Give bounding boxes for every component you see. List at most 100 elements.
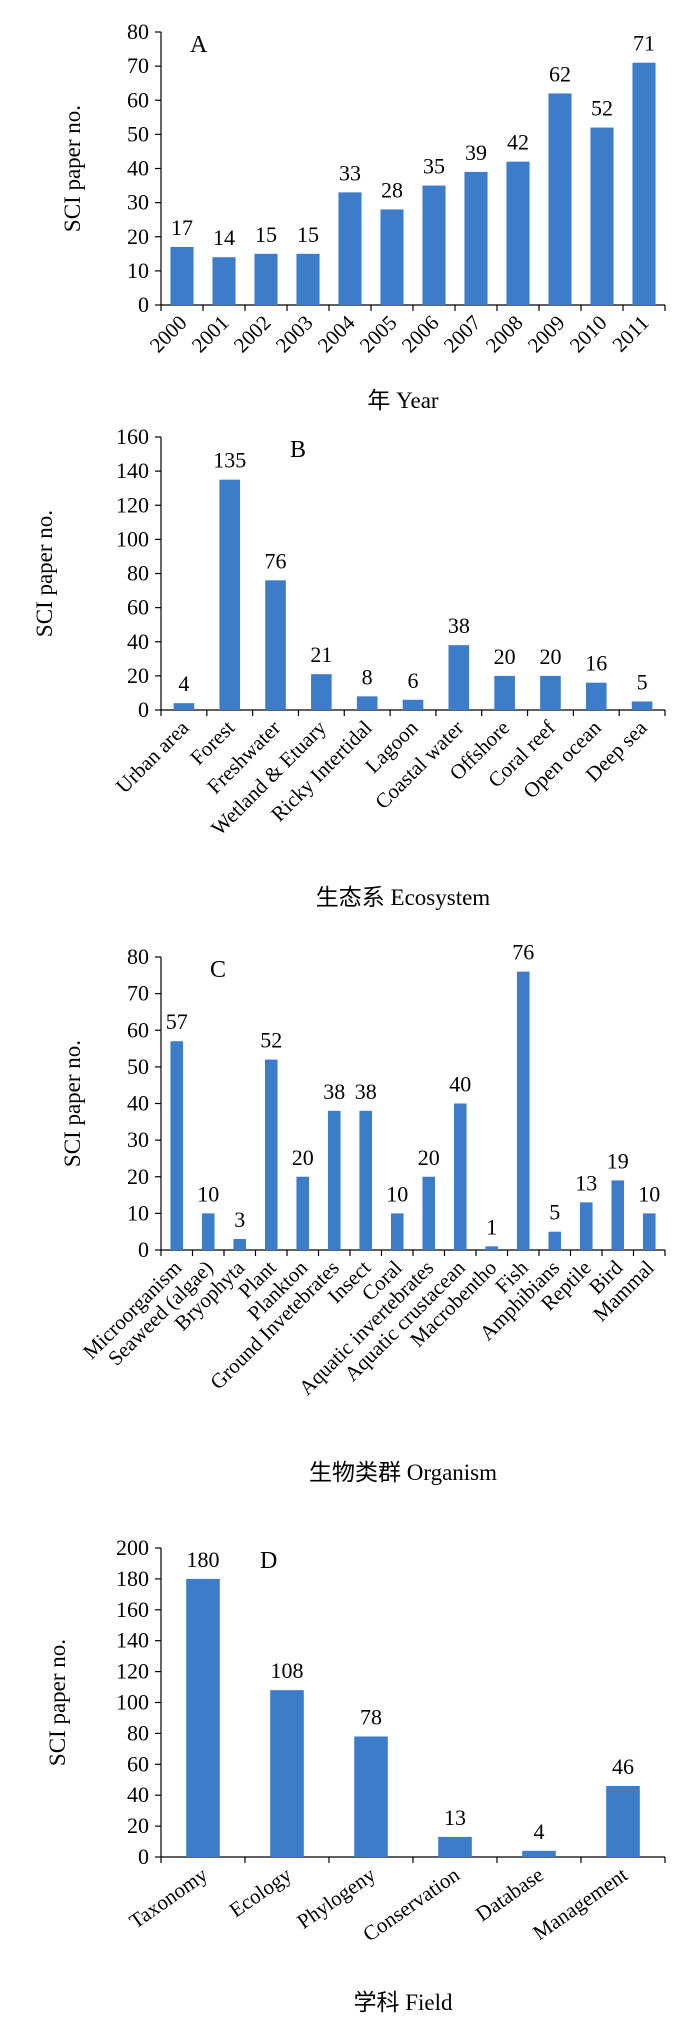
y-tick-label: 40 <box>127 629 149 654</box>
bar <box>494 675 515 710</box>
data-label: 52 <box>591 96 613 121</box>
data-label: 10 <box>386 1181 408 1206</box>
bar <box>585 682 607 710</box>
x-tick-label: 2007 <box>439 311 486 358</box>
y-tick-label: 20 <box>127 1813 149 1838</box>
data-label: 10 <box>638 1181 660 1206</box>
x-tick-label: 2002 <box>229 311 276 358</box>
y-tick-label: 120 <box>116 1659 149 1684</box>
data-label: 15 <box>255 222 277 247</box>
bar <box>170 1041 184 1250</box>
x-tick-label: 2003 <box>271 311 318 358</box>
y-tick-label: 160 <box>116 1597 149 1622</box>
bar <box>516 971 530 1250</box>
data-label: 35 <box>423 154 445 179</box>
y-tick-label: 180 <box>116 1566 149 1591</box>
data-label: 5 <box>637 669 648 694</box>
data-label: 39 <box>465 140 487 165</box>
y-tick-label: 20 <box>127 224 149 249</box>
data-label: 42 <box>507 130 529 155</box>
y-tick-label: 40 <box>127 1091 149 1116</box>
chart-panel-c: 0102030405060708057Microorganism10Seawee… <box>60 940 666 1485</box>
data-label: 14 <box>213 225 235 250</box>
y-tick-label: 80 <box>127 19 149 44</box>
data-label: 19 <box>607 1148 629 1173</box>
bar <box>448 645 470 710</box>
bar <box>464 171 488 305</box>
bar <box>233 1239 247 1250</box>
data-label: 180 <box>187 1547 220 1572</box>
x-axis-label: 学科 Field <box>353 1990 453 2015</box>
data-label: 57 <box>166 1009 188 1034</box>
x-tick-label: 2005 <box>355 311 402 358</box>
data-label: 52 <box>260 1028 282 1053</box>
y-tick-label: 60 <box>127 1751 149 1776</box>
y-tick-label: 60 <box>127 1017 149 1042</box>
y-tick-label: 30 <box>127 190 149 215</box>
data-label: 13 <box>444 1805 466 1830</box>
data-label: 1 <box>486 1214 497 1239</box>
x-tick-label: 2008 <box>481 311 528 358</box>
bar <box>264 1059 278 1250</box>
y-tick-label: 60 <box>127 595 149 620</box>
data-label: 16 <box>585 651 607 676</box>
bar <box>270 1690 304 1857</box>
bar <box>173 703 195 710</box>
data-label: 38 <box>355 1079 377 1104</box>
bar <box>506 161 530 305</box>
data-label: 17 <box>171 215 193 240</box>
x-tick-label: 2001 <box>187 311 234 358</box>
panel-letter: D <box>260 1548 277 1574</box>
chart-panel-d: 0 20 40 60 80 100 120 140 160 180 200 180 Taxonomy 10… <box>45 1535 666 2015</box>
chart-panel-a: 0 10 20 30 40 50 60 70 80 17 2000 14 2001 15 2002 15 200… <box>60 19 666 413</box>
x-tick-label: 2004 <box>313 310 360 357</box>
bar <box>579 1202 593 1250</box>
x-tick-label: Management <box>528 1862 632 1945</box>
panel-letter: C <box>210 957 226 983</box>
data-label: 20 <box>418 1145 440 1170</box>
bar <box>186 1578 220 1857</box>
bar <box>606 1785 640 1857</box>
data-label: 78 <box>360 1704 382 1729</box>
y-axis-label: SCI paper no. <box>45 1639 70 1766</box>
data-label: 6 <box>408 668 419 693</box>
bar <box>642 1213 656 1250</box>
y-tick-label: 200 <box>116 1535 149 1560</box>
data-label: 28 <box>381 177 403 202</box>
data-label: 4 <box>534 1819 545 1844</box>
bar <box>590 127 614 305</box>
data-label: 15 <box>297 222 319 247</box>
y-tick-label: 20 <box>127 663 149 688</box>
y-tick-label: 10 <box>127 258 149 283</box>
y-tick-label: 50 <box>127 1054 149 1079</box>
y-tick-label: 30 <box>127 1127 149 1152</box>
x-axis-label: 年 Year <box>367 388 438 413</box>
bar <box>548 93 572 305</box>
y-tick-label: 0 <box>138 697 149 722</box>
y-tick-label: 0 <box>138 292 149 317</box>
data-label: 135 <box>213 448 246 473</box>
y-tick-label: 10 <box>127 1200 149 1225</box>
y-tick-label: 140 <box>116 458 149 483</box>
bar <box>485 1246 499 1250</box>
x-tick-label: 2006 <box>397 311 444 358</box>
bar <box>548 1231 562 1250</box>
bar <box>254 253 278 305</box>
bar <box>438 1836 472 1857</box>
data-label: 76 <box>512 940 534 965</box>
y-tick-label: 160 <box>116 424 149 449</box>
data-label: 20 <box>292 1145 314 1170</box>
x-tick-label: 2000 <box>145 311 192 358</box>
bar <box>540 675 561 710</box>
x-tick-label: Ecology <box>225 1862 297 1922</box>
bar <box>632 62 656 306</box>
y-tick-label: 0 <box>138 1237 149 1262</box>
y-tick-label: 80 <box>127 944 149 969</box>
data-label: 108 <box>271 1658 304 1683</box>
bar <box>327 1110 341 1250</box>
data-label: 5 <box>549 1200 560 1225</box>
data-label: 21 <box>310 642 332 667</box>
bar <box>631 701 653 710</box>
